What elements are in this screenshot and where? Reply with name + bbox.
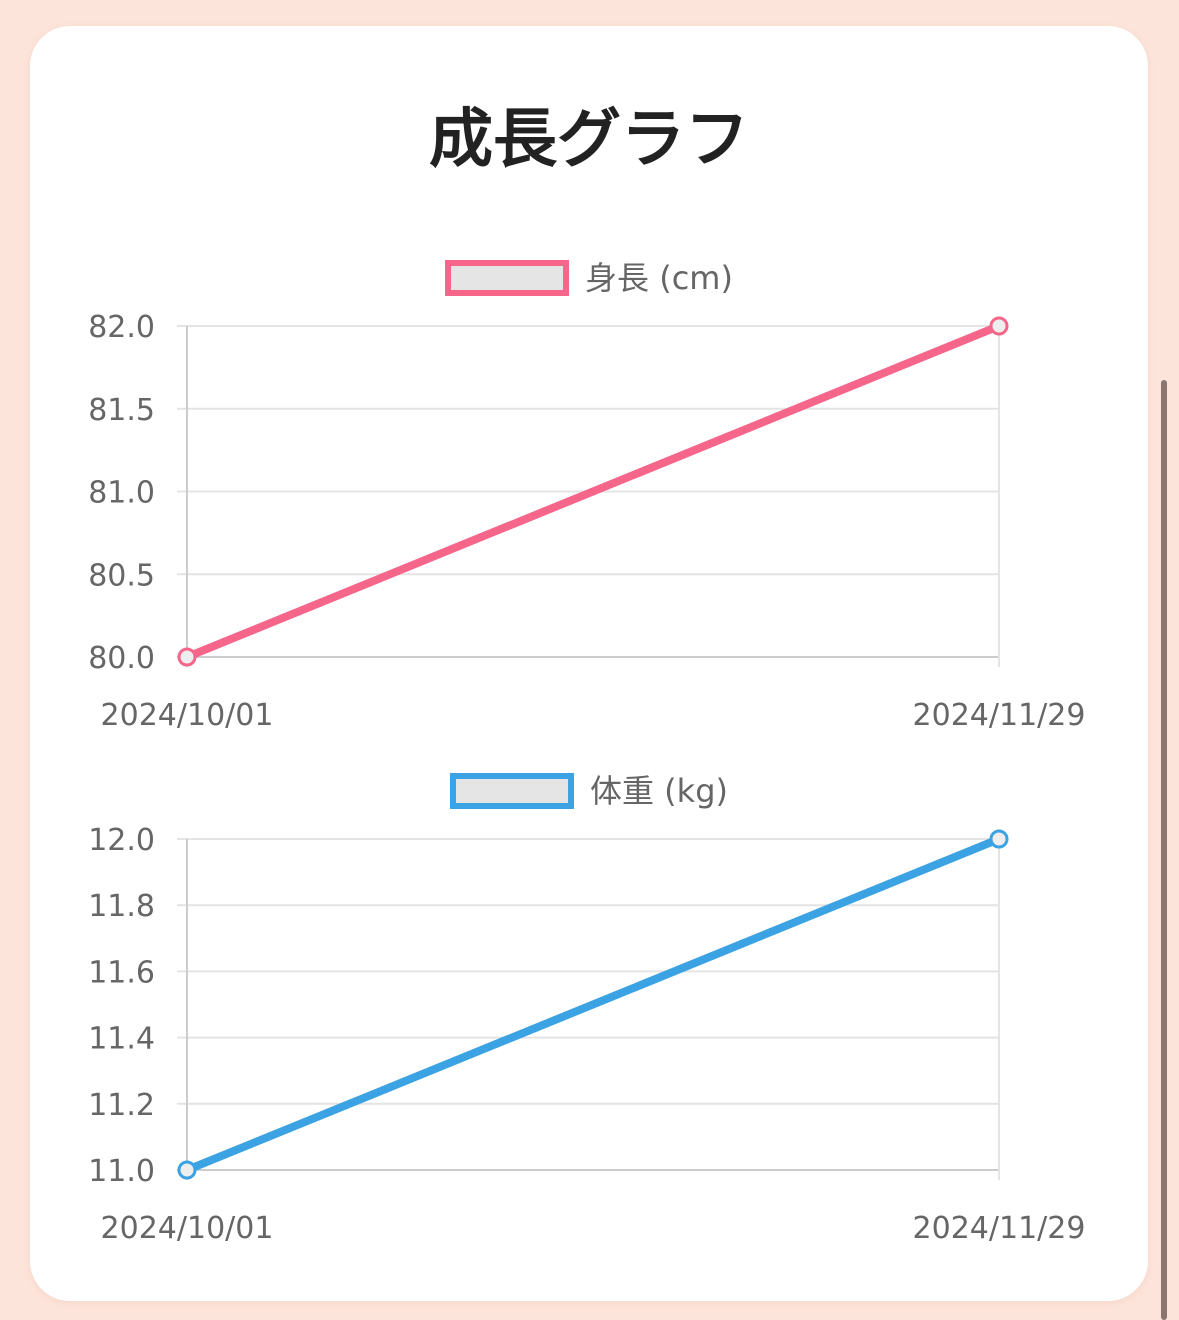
height-x-tick-label: 2024/10/01 xyxy=(101,698,274,733)
height-y-tick-label: 82.0 xyxy=(88,310,155,345)
height-y-tick-label: 80.5 xyxy=(88,558,155,593)
weight-legend-swatch xyxy=(450,773,574,809)
height-x-tick-label: 2024/11/29 xyxy=(913,698,1086,733)
weight-y-tick-label: 12.0 xyxy=(88,823,155,858)
weight-y-tick-label: 11.0 xyxy=(88,1154,155,1189)
height-y-tick-label: 81.5 xyxy=(88,393,155,428)
weight-y-tick-label: 11.6 xyxy=(88,955,155,990)
growth-chart-card: 成長グラフ xyxy=(30,26,1148,1301)
height-legend-label: 身長 (cm) xyxy=(585,259,733,297)
weight-series-line xyxy=(183,835,1003,1174)
scrollbar[interactable] xyxy=(1161,380,1167,1320)
height-chart: 身長 (cm) 82.0 81.5 81.0 80.5 80.0 2024/10/01 202… xyxy=(88,259,1086,733)
weight-legend[interactable]: 体重 (kg) xyxy=(450,772,728,810)
height-series-line xyxy=(183,322,1003,661)
weight-x-tick-label: 2024/10/01 xyxy=(101,1211,274,1246)
weight-y-tick-label: 11.8 xyxy=(88,889,155,924)
weight-x-tick-label: 2024/11/29 xyxy=(913,1211,1086,1246)
height-y-tick-label: 80.0 xyxy=(88,641,155,676)
weight-y-tick-label: 11.2 xyxy=(88,1088,155,1123)
page-title: 成長グラフ xyxy=(429,103,749,177)
height-data-point[interactable] xyxy=(989,316,1009,336)
weight-legend-label: 体重 (kg) xyxy=(590,772,728,810)
weight-y-tick-label: 11.4 xyxy=(88,1022,155,1057)
height-y-tick-label: 81.0 xyxy=(88,476,155,511)
height-legend[interactable]: 身長 (cm) xyxy=(445,259,733,297)
height-legend-swatch xyxy=(445,260,570,296)
weight-data-point[interactable] xyxy=(989,829,1009,849)
height-data-point[interactable] xyxy=(177,647,197,667)
weight-data-point[interactable] xyxy=(177,1160,197,1180)
